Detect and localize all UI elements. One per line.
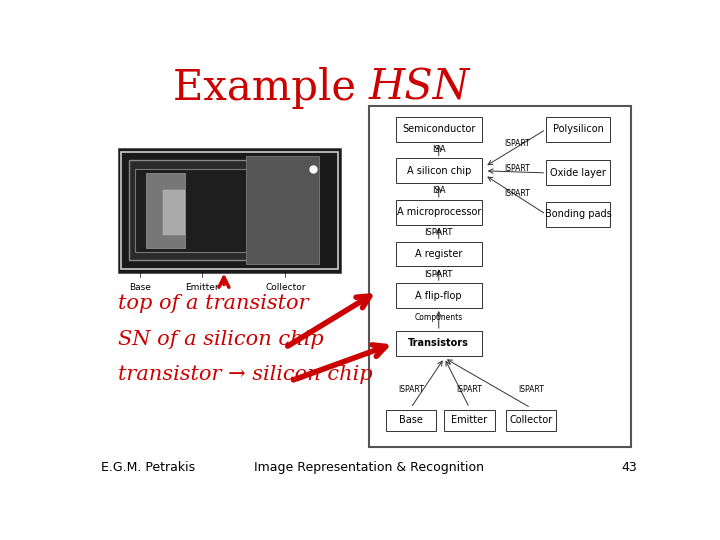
Text: Semiconductor: Semiconductor	[402, 124, 475, 134]
Text: Collector: Collector	[509, 415, 552, 426]
Text: Oxide layer: Oxide layer	[550, 168, 606, 178]
Text: Emitter: Emitter	[185, 283, 218, 292]
Text: Collector: Collector	[265, 283, 305, 292]
Text: top of a transistor: top of a transistor	[118, 294, 309, 313]
Text: ISA: ISA	[432, 145, 446, 154]
FancyBboxPatch shape	[395, 158, 482, 183]
FancyBboxPatch shape	[121, 152, 338, 268]
Text: Base: Base	[399, 415, 423, 426]
FancyBboxPatch shape	[546, 117, 611, 141]
Text: Example: Example	[173, 66, 369, 109]
Text: A register: A register	[415, 249, 462, 259]
Text: E.G.M. Petrakis: E.G.M. Petrakis	[101, 461, 195, 474]
Text: ISPART: ISPART	[518, 384, 544, 394]
FancyBboxPatch shape	[118, 148, 341, 273]
FancyBboxPatch shape	[395, 331, 482, 356]
Text: 43: 43	[621, 461, 637, 474]
Text: Components: Components	[415, 313, 463, 322]
FancyBboxPatch shape	[135, 168, 274, 252]
Text: ISPART: ISPART	[504, 139, 530, 148]
Text: ISPART: ISPART	[425, 228, 453, 237]
Text: A flip-flop: A flip-flop	[415, 291, 462, 301]
Text: HSN: HSN	[369, 66, 470, 109]
FancyBboxPatch shape	[395, 283, 482, 308]
Text: ISPART: ISPART	[398, 384, 424, 394]
FancyBboxPatch shape	[395, 241, 482, 266]
Text: Transistors: Transistors	[408, 339, 469, 348]
FancyBboxPatch shape	[163, 190, 185, 235]
Text: Base: Base	[130, 283, 151, 292]
FancyBboxPatch shape	[546, 202, 611, 227]
FancyBboxPatch shape	[395, 117, 482, 141]
Text: ISA: ISA	[432, 186, 446, 195]
FancyBboxPatch shape	[369, 106, 631, 447]
Text: Polysilicon: Polysilicon	[553, 124, 603, 134]
FancyBboxPatch shape	[395, 200, 482, 225]
Text: ISPART: ISPART	[504, 189, 530, 198]
Text: ISPART: ISPART	[504, 164, 530, 173]
Text: transistor → silicon chip: transistor → silicon chip	[118, 365, 372, 384]
Text: ISPART: ISPART	[456, 384, 482, 394]
Text: Emitter: Emitter	[451, 415, 487, 426]
Text: ISPART: ISPART	[425, 270, 453, 279]
FancyBboxPatch shape	[386, 410, 436, 431]
Text: Bonding pads: Bonding pads	[545, 210, 611, 219]
FancyBboxPatch shape	[505, 410, 556, 431]
Text: Image Representation & Recognition: Image Representation & Recognition	[254, 461, 484, 474]
Text: A silicon chip: A silicon chip	[407, 166, 471, 176]
Text: SN of a silicon chip: SN of a silicon chip	[118, 330, 323, 349]
FancyBboxPatch shape	[129, 160, 297, 260]
FancyBboxPatch shape	[145, 173, 185, 248]
FancyBboxPatch shape	[546, 160, 611, 185]
Text: A microprocessor: A microprocessor	[397, 207, 481, 218]
FancyBboxPatch shape	[444, 410, 495, 431]
FancyBboxPatch shape	[246, 156, 319, 265]
